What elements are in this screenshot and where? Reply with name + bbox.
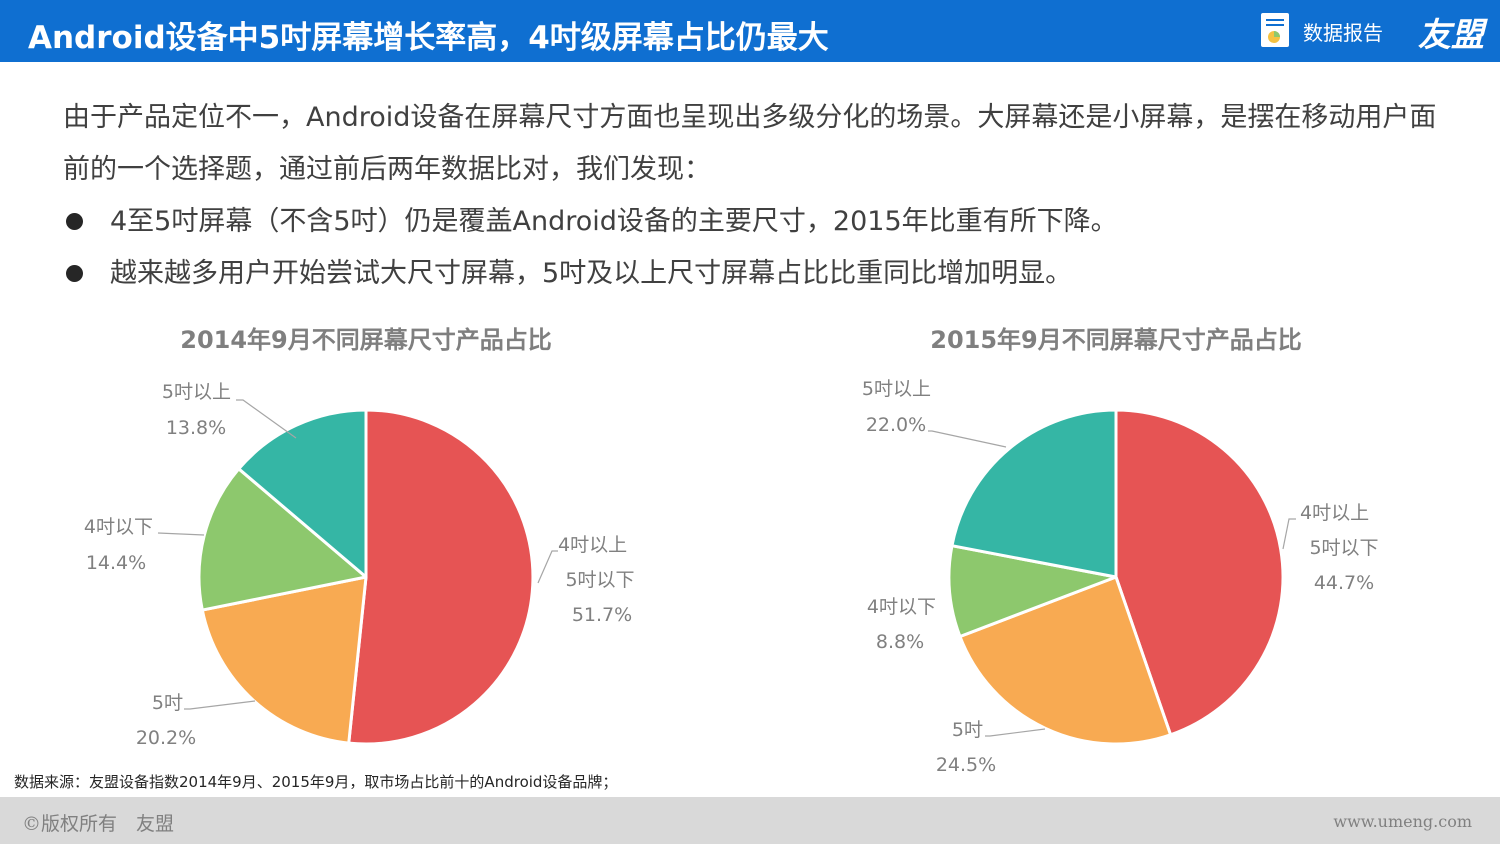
pie-slice [950,408,1118,579]
pie-slice [237,408,368,579]
bullet-dot-icon [66,265,83,282]
leader-line [236,399,297,439]
slice-category-label: 4吋以下 [84,516,153,538]
pie-slice [1114,408,1285,737]
leader-line [985,728,1046,737]
slice-category-label: 5吋 [152,692,183,714]
slice-category-label: 5吋以上 [162,381,231,403]
copyright-text: ©版权所有 友盟 [22,813,175,835]
slice-value-label: 14.4% [86,552,146,574]
leader-line [537,550,558,584]
source-note: 数据来源：友盟设备指数2014年9月、2015年9月，取市场占比前十的Andro… [14,773,618,791]
slice-value-label: 51.7% [572,604,632,626]
slice-value-label: 24.5% [936,754,996,776]
page-title: Android设备中5吋屏幕增长率高，4吋级屏幕占比仍最大 [28,20,829,56]
pie-slice [958,575,1173,746]
slice-category-label: 5吋以下 [1309,537,1378,559]
chart-title-2014: 2014年9月不同屏幕尺寸产品占比 [180,326,552,354]
slice-category-label: 4吋以下 [867,596,936,618]
slice-category-label: 5吋 [952,719,983,741]
slice-value-label: 20.2% [136,727,196,749]
bullet-list: 4至5吋屏幕（不含5吋）仍是覆盖Android设备的主要尺寸，2015年比重有所… [63,196,1463,300]
pie-charts: 4吋以上 5吋以下 51.7% 5吋 20.2% 4吋以下 14.4% 5吋以上 13.8% 4吋… [84,378,1379,776]
leader-line [928,430,1007,448]
slice-category-label: 5吋以下 [565,569,634,591]
slice-value-label: 44.7% [1314,572,1374,594]
brand-logo: 友盟 [1418,15,1484,54]
bullet-item: 4至5吋屏幕（不含5吋）仍是覆盖Android设备的主要尺寸，2015年比重有所… [63,196,1463,248]
leader-line [1282,518,1296,550]
leader-line [184,700,256,710]
header-bar: Android设备中5吋屏幕增长率高，4吋级屏幕占比仍最大 数据报告 友盟 [0,0,1500,62]
footer-bar: ©版权所有 友盟 www.umeng.com [0,797,1500,844]
slice-category-label: 4吋以上 [1300,502,1369,524]
bullet-text: 4至5吋屏幕（不含5吋）仍是覆盖Android设备的主要尺寸，2015年比重有所… [110,206,1118,237]
report-label: 数据报告 [1303,21,1383,45]
slice-value-label: 22.0% [866,414,926,436]
document-chart-icon [1261,13,1289,47]
slice-category-label: 4吋以上 [558,534,627,556]
slice-value-label: 13.8% [166,417,226,439]
bullet-text: 越来越多用户开始尝试大尺寸屏幕，5吋及以上尺寸屏幕占比比重同比增加明显。 [110,258,1073,289]
pie-slice [197,467,368,612]
pie-slice [947,544,1118,639]
chart-title-2015: 2015年9月不同屏幕尺寸产品占比 [930,326,1302,354]
pie-slice [347,408,535,746]
site-url: www.umeng.com [1333,812,1472,831]
slice-value-label: 8.8% [876,631,924,653]
leader-line [157,532,205,536]
bullet-item: 越来越多用户开始尝试大尺寸屏幕，5吋及以上尺寸屏幕占比比重同比增加明显。 [63,248,1463,300]
intro-paragraph: 由于产品定位不一，Android设备在屏幕尺寸方面也呈现出多级分化的场景。大屏幕… [63,102,1437,185]
bullet-dot-icon [66,213,83,230]
slice-category-label: 5吋以上 [862,378,931,400]
